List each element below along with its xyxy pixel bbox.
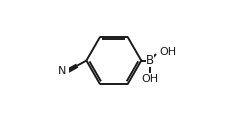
Text: B: B: [146, 54, 154, 67]
Text: OH: OH: [159, 47, 176, 57]
Text: N: N: [58, 66, 66, 76]
Text: OH: OH: [141, 74, 158, 84]
